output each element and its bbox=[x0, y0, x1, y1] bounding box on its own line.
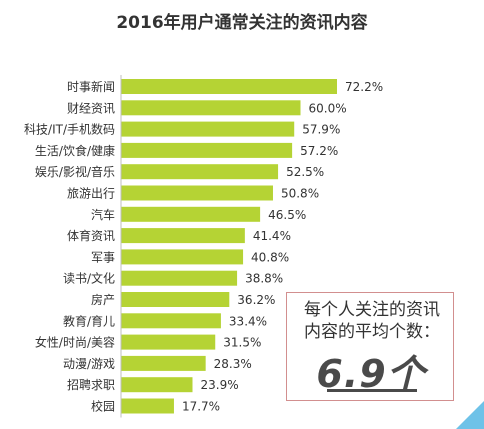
value-label-3: 57.2% bbox=[300, 144, 338, 158]
bar-1 bbox=[121, 100, 301, 116]
category-label-2: 科技/IT/手机数码 bbox=[24, 122, 115, 137]
bar-9 bbox=[121, 270, 238, 286]
bar-8 bbox=[121, 249, 244, 265]
bar-11 bbox=[121, 313, 221, 329]
chart-title: 2016年用户通常关注的资讯内容 bbox=[116, 13, 368, 33]
category-label-11: 教育/育儿 bbox=[63, 313, 115, 328]
corner-decoration bbox=[456, 401, 484, 429]
bar-3 bbox=[121, 142, 293, 158]
callout-underline bbox=[327, 389, 417, 392]
category-label-12: 女性/时尚/美容 bbox=[35, 335, 115, 350]
category-label-14: 招聘求职 bbox=[67, 378, 115, 392]
value-label-0: 72.2% bbox=[345, 80, 383, 94]
value-label-2: 57.9% bbox=[302, 123, 340, 137]
bar-15 bbox=[121, 398, 174, 414]
category-label-5: 旅游出行 bbox=[67, 187, 115, 201]
value-label-5: 50.8% bbox=[281, 187, 319, 201]
bar-5 bbox=[121, 185, 273, 201]
value-label-6: 46.5% bbox=[268, 208, 306, 222]
value-label-12: 31.5% bbox=[223, 336, 261, 350]
value-label-15: 17.7% bbox=[182, 400, 220, 414]
value-label-8: 40.8% bbox=[251, 250, 289, 264]
value-label-11: 33.4% bbox=[229, 314, 267, 328]
category-label-0: 时事新闻 bbox=[67, 79, 115, 94]
category-label-7: 体育资讯 bbox=[67, 228, 115, 243]
bar-7 bbox=[121, 228, 245, 244]
category-label-8: 军事 bbox=[91, 250, 115, 264]
callout-text: 每个人关注的资讯内容的平均个数： bbox=[304, 300, 440, 342]
value-label-4: 52.5% bbox=[286, 165, 324, 179]
category-label-10: 房产 bbox=[91, 292, 115, 307]
category-label-4: 娱乐/影视/音乐 bbox=[35, 164, 115, 179]
value-label-14: 23.9% bbox=[201, 378, 239, 392]
value-label-9: 38.8% bbox=[245, 272, 283, 286]
category-label-3: 生活/饮食/健康 bbox=[35, 143, 115, 158]
value-label-7: 41.4% bbox=[253, 229, 291, 243]
category-label-9: 读书/文化 bbox=[63, 271, 115, 286]
category-label-6: 汽车 bbox=[91, 207, 115, 222]
bar-12 bbox=[121, 334, 216, 350]
bar-4 bbox=[121, 164, 279, 180]
bar-0 bbox=[121, 79, 337, 94]
value-label-13: 28.3% bbox=[214, 357, 252, 371]
category-label-15: 校园 bbox=[91, 399, 115, 414]
bar-14 bbox=[121, 377, 193, 393]
bar-10 bbox=[121, 292, 230, 307]
value-label-10: 36.2% bbox=[237, 293, 275, 307]
bar-2 bbox=[121, 121, 295, 137]
bar-6 bbox=[121, 206, 261, 222]
category-label-1: 财经资讯 bbox=[67, 101, 115, 115]
callout-number: 6.9个 bbox=[316, 352, 426, 396]
value-label-1: 60.0% bbox=[309, 101, 347, 115]
average-callout: 每个人关注的资讯内容的平均个数： 6.9个 bbox=[286, 292, 454, 401]
bar-13 bbox=[121, 355, 206, 371]
category-label-13: 动漫/游戏 bbox=[63, 357, 115, 371]
